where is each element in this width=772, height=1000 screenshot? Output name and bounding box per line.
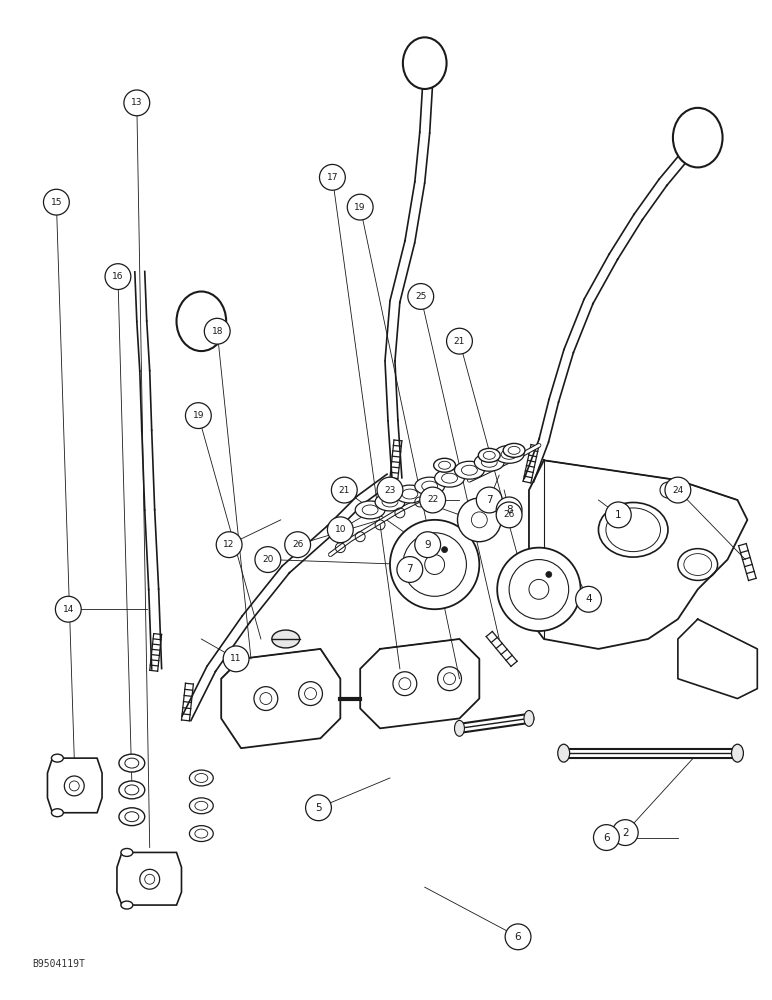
Circle shape	[665, 477, 691, 503]
Circle shape	[285, 532, 310, 558]
Ellipse shape	[673, 108, 723, 167]
Ellipse shape	[189, 770, 213, 786]
Text: 5: 5	[315, 803, 322, 813]
Text: 26: 26	[292, 540, 303, 549]
Circle shape	[446, 328, 472, 354]
Circle shape	[420, 487, 445, 513]
Circle shape	[415, 532, 441, 558]
Text: 21: 21	[454, 337, 466, 346]
Text: 13: 13	[131, 98, 143, 107]
Text: 16: 16	[112, 272, 124, 281]
Text: 12: 12	[223, 540, 235, 549]
Ellipse shape	[177, 292, 226, 351]
Text: 18: 18	[212, 327, 223, 336]
Circle shape	[331, 477, 357, 503]
Text: 6: 6	[603, 833, 610, 843]
Ellipse shape	[435, 469, 465, 487]
Circle shape	[397, 557, 423, 582]
Text: 14: 14	[63, 605, 74, 614]
Circle shape	[255, 547, 281, 572]
Ellipse shape	[395, 485, 425, 503]
Ellipse shape	[455, 720, 465, 736]
Polygon shape	[117, 852, 181, 905]
Ellipse shape	[455, 461, 484, 479]
Circle shape	[105, 264, 130, 290]
Text: 2: 2	[622, 828, 628, 838]
Text: 23: 23	[384, 486, 396, 495]
Circle shape	[505, 924, 531, 950]
Ellipse shape	[119, 808, 144, 826]
Text: 15: 15	[51, 198, 62, 207]
Circle shape	[223, 646, 249, 672]
Ellipse shape	[503, 443, 525, 457]
Circle shape	[497, 548, 581, 631]
Circle shape	[43, 189, 69, 215]
Text: 11: 11	[230, 654, 242, 663]
Ellipse shape	[403, 37, 446, 89]
Text: 25: 25	[415, 292, 426, 301]
Circle shape	[496, 502, 522, 528]
Text: 26: 26	[503, 510, 515, 519]
Circle shape	[576, 586, 601, 612]
Text: 21: 21	[339, 486, 350, 495]
Text: 7: 7	[486, 495, 493, 505]
Circle shape	[377, 477, 403, 503]
Ellipse shape	[479, 448, 500, 462]
Ellipse shape	[557, 744, 570, 762]
Text: 1: 1	[615, 510, 621, 520]
Ellipse shape	[121, 901, 133, 909]
Text: 19: 19	[354, 203, 366, 212]
Circle shape	[327, 517, 354, 543]
Text: 22: 22	[427, 495, 438, 504]
Circle shape	[56, 596, 81, 622]
Text: 20: 20	[262, 555, 273, 564]
Circle shape	[476, 487, 502, 513]
Text: 4: 4	[585, 594, 592, 604]
Text: 17: 17	[327, 173, 338, 182]
Ellipse shape	[494, 445, 524, 463]
Circle shape	[216, 532, 242, 558]
Ellipse shape	[434, 458, 455, 472]
Text: 19: 19	[192, 411, 204, 420]
Text: 6: 6	[515, 932, 521, 942]
Circle shape	[605, 502, 631, 528]
Ellipse shape	[189, 826, 213, 842]
Ellipse shape	[375, 493, 405, 511]
Circle shape	[496, 497, 522, 523]
Ellipse shape	[415, 477, 445, 495]
Circle shape	[124, 90, 150, 116]
Ellipse shape	[474, 453, 504, 471]
Ellipse shape	[121, 848, 133, 856]
Ellipse shape	[52, 754, 63, 762]
Circle shape	[185, 403, 212, 429]
Circle shape	[347, 194, 373, 220]
Ellipse shape	[52, 809, 63, 817]
Text: B9504119T: B9504119T	[32, 959, 86, 969]
Ellipse shape	[119, 781, 144, 799]
Ellipse shape	[272, 630, 300, 648]
Text: 8: 8	[506, 505, 513, 515]
Circle shape	[612, 820, 638, 845]
Circle shape	[408, 284, 434, 309]
Text: 10: 10	[334, 525, 346, 534]
Ellipse shape	[355, 501, 385, 519]
Polygon shape	[47, 758, 102, 813]
Ellipse shape	[189, 798, 213, 814]
Circle shape	[442, 547, 448, 553]
Circle shape	[306, 795, 331, 821]
Text: 24: 24	[672, 486, 683, 495]
Text: 9: 9	[425, 540, 431, 550]
Circle shape	[594, 825, 619, 850]
Ellipse shape	[524, 710, 534, 726]
Ellipse shape	[732, 744, 743, 762]
Ellipse shape	[119, 754, 144, 772]
Circle shape	[320, 164, 345, 190]
Circle shape	[458, 498, 501, 542]
Text: 7: 7	[407, 564, 413, 574]
Circle shape	[546, 571, 552, 577]
Circle shape	[205, 318, 230, 344]
Circle shape	[390, 520, 479, 609]
